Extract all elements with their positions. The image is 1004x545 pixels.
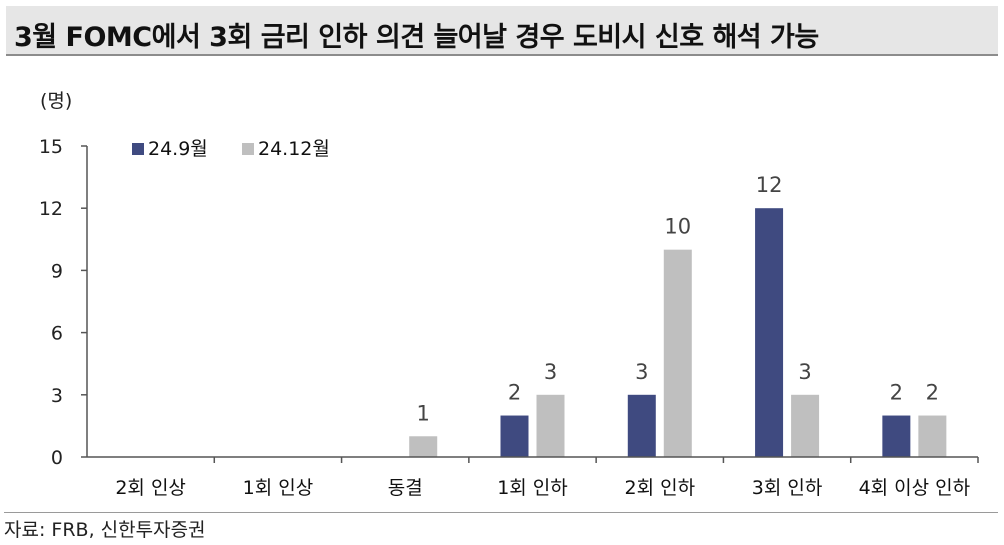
legend-swatch: [132, 143, 144, 155]
data-label: 12: [756, 173, 783, 197]
x-tick-label: 2회 인하: [624, 477, 695, 499]
y-tick-label: 9: [51, 260, 63, 282]
x-tick-label: 3회 인하: [752, 477, 823, 499]
bar: [791, 394, 820, 457]
x-tick-label: 1회 인하: [497, 477, 568, 499]
y-tick-label: 15: [39, 136, 63, 158]
y-tick-label: 12: [39, 198, 63, 220]
bar: [918, 415, 947, 457]
y-tick-label: 3: [51, 385, 63, 407]
bar: [663, 249, 692, 457]
y-tick-label: 6: [51, 323, 63, 345]
bar: [536, 394, 565, 457]
source-note: 자료: FRB, 신한투자증권: [4, 512, 998, 542]
legend: 24.9월 24.12월: [132, 138, 330, 160]
data-label: 2: [926, 381, 939, 405]
legend-label: 24.9월: [148, 138, 208, 160]
x-tick-label: 4회 이상 인하: [859, 477, 971, 499]
data-label: 3: [635, 360, 648, 384]
data-label: 10: [664, 215, 691, 239]
data-label: 1: [417, 401, 430, 425]
x-axis-labels: 2회 인상 1회 인상 동결 1회 인하 2회 인하 3회 인하 4회 이상 인하: [115, 457, 979, 499]
data-label: 3: [544, 360, 557, 384]
x-tick-label: 1회 인상: [243, 477, 314, 499]
data-label: 2: [890, 381, 903, 405]
x-tick-label: 동결: [388, 477, 423, 499]
bar: [627, 394, 656, 457]
legend-label: 24.12월: [258, 138, 330, 160]
bar: [500, 415, 529, 457]
bar: [409, 436, 438, 457]
y-axis-unit-label: (명): [40, 90, 72, 112]
title-bar: 3월 FOMC에서 3회 금리 인하 의견 늘어날 경우 도비시 신호 해석 가…: [6, 6, 998, 56]
data-label: 2: [508, 381, 521, 405]
legend-swatch: [242, 143, 254, 155]
bar: [882, 415, 911, 457]
y-axis-ticks: 0 3 6 9 12 15: [39, 136, 88, 469]
chart-title: 3월 FOMC에서 3회 금리 인하 의견 늘어날 경우 도비시 신호 해석 가…: [14, 22, 819, 53]
y-tick-label: 0: [51, 447, 63, 469]
data-label: 3: [798, 360, 811, 384]
x-tick-label: 2회 인상: [115, 477, 186, 499]
bar: [755, 208, 784, 457]
